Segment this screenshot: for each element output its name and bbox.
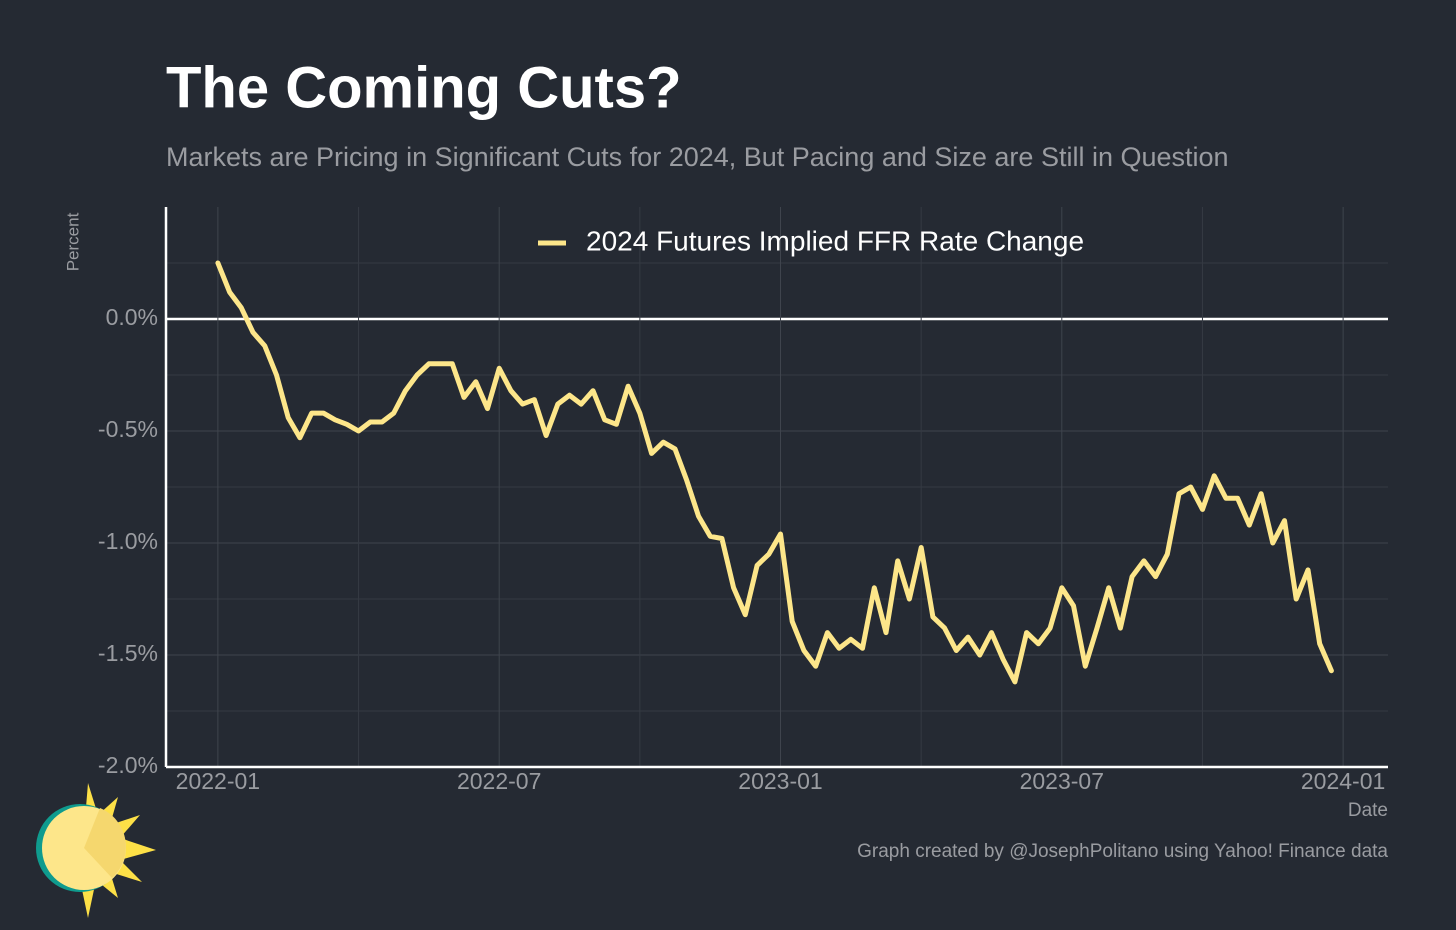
y-tick-label: -2.0% [98,752,158,778]
x-tick-label: 2022-01 [176,768,260,794]
logo [36,783,156,918]
y-tick-label: 0.0% [106,304,158,330]
y-tick-label: -0.5% [98,416,158,442]
y-axis-label: Percent [63,212,82,271]
y-tick-label: -1.5% [98,640,158,666]
data-line [215,260,1334,685]
x-tick-label: 2024-01 [1301,768,1385,794]
y-tick-label: -1.0% [98,528,158,554]
caption: Graph created by @JosephPolitano using Y… [857,841,1388,862]
x-tick-label: 2023-07 [1020,768,1104,794]
legend-label: 2024 Futures Implied FFR Rate Change [586,225,1084,256]
logo-shade [84,808,126,878]
x-tick-label: 2023-01 [738,768,822,794]
chart-title: The Coming Cuts? [166,55,682,120]
chart-subtitle: Markets are Pricing in Significant Cuts … [166,142,1229,172]
x-tick-label: 2022-07 [457,768,541,794]
plot-area: -2.0% -1.5% -1.0% -0.5% 0.0% 2022-01 2022-07 20… [98,207,1388,794]
x-axis-label: Date [1348,800,1388,821]
